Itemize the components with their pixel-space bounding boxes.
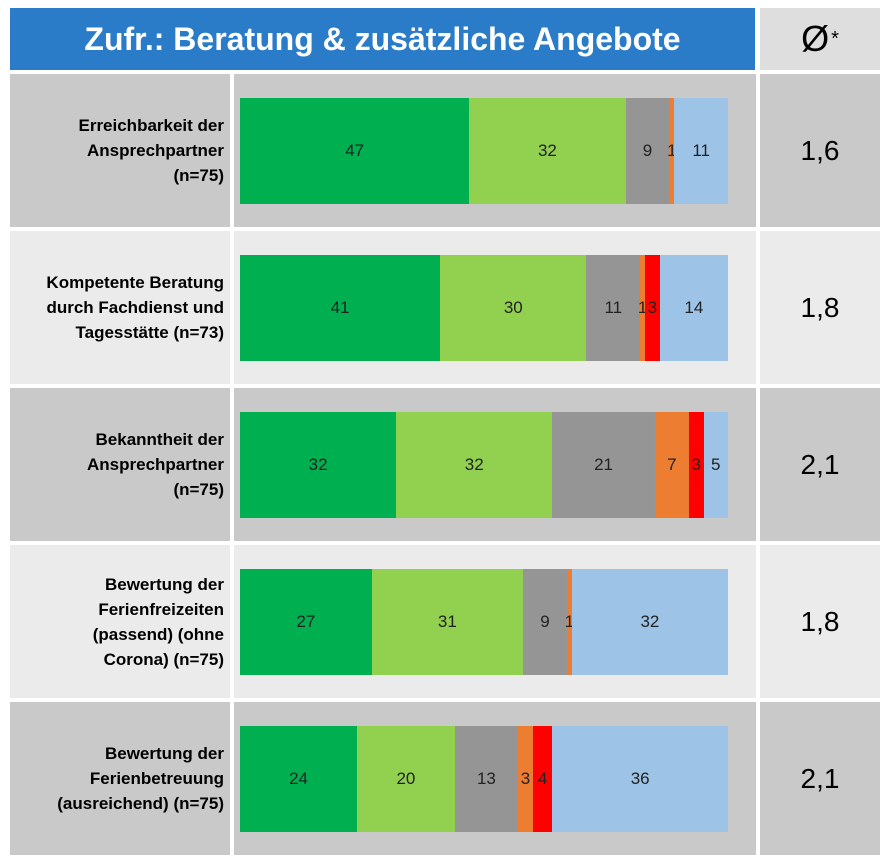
row-label-cell bbox=[10, 388, 230, 541]
bar-segment bbox=[640, 254, 646, 361]
bar-segment bbox=[645, 254, 660, 361]
value-label: 32 bbox=[640, 611, 660, 631]
bar-segment bbox=[552, 725, 728, 832]
row-label-cell bbox=[10, 74, 230, 227]
bar-segment bbox=[371, 568, 524, 675]
row-label: Bewertung der Ferienbetreuung (ausreiche… bbox=[57, 744, 224, 813]
value-label: 41 bbox=[330, 297, 350, 317]
average-cell bbox=[760, 702, 880, 855]
value-label: 13 bbox=[476, 768, 496, 788]
value-label: 1 bbox=[667, 140, 677, 160]
bar-segment bbox=[669, 97, 675, 204]
value-label: 32 bbox=[464, 454, 484, 474]
bar-segment bbox=[240, 254, 441, 361]
bar-segment bbox=[532, 725, 553, 832]
chart-title: Zufr.: Beratung & zusätzliche Angebote bbox=[10, 8, 755, 70]
value-label: 32 bbox=[537, 140, 557, 160]
average-value: 1,8 bbox=[800, 605, 840, 637]
bar-segment bbox=[552, 411, 655, 518]
average-value: 2,1 bbox=[800, 762, 840, 794]
value-label: 4 bbox=[537, 768, 548, 788]
bar-segment bbox=[566, 568, 572, 675]
value-label: 11 bbox=[692, 140, 710, 160]
bar-segment bbox=[454, 725, 519, 832]
average-cell bbox=[760, 231, 880, 384]
bar-segment bbox=[654, 411, 689, 518]
value-label: 3 bbox=[520, 768, 531, 788]
bar-segment bbox=[357, 725, 455, 832]
bar-segment bbox=[518, 725, 533, 832]
value-label: 7 bbox=[667, 454, 677, 474]
value-label: 21 bbox=[594, 454, 613, 474]
value-label: 20 bbox=[396, 768, 416, 788]
average-note: * bbox=[831, 27, 839, 50]
row-label: Kompetente Beratung durch Fachdienst und… bbox=[46, 273, 224, 342]
bar-segment bbox=[240, 568, 372, 675]
value-label: 1 bbox=[564, 611, 575, 631]
value-label: 3 bbox=[647, 297, 658, 317]
value-label: 14 bbox=[684, 297, 704, 317]
value-label: 31 bbox=[437, 611, 457, 631]
bar-segment bbox=[523, 568, 567, 675]
average-cell bbox=[760, 545, 880, 698]
bar-segment bbox=[571, 568, 728, 675]
average-cell bbox=[760, 388, 880, 541]
value-label: 47 bbox=[345, 140, 365, 160]
average-cell bbox=[760, 74, 880, 227]
bar-segment bbox=[240, 725, 358, 832]
value-label: 36 bbox=[630, 768, 650, 788]
bar-segment bbox=[674, 97, 728, 204]
row-label: Bekanntheit der Ansprechpartner (n=75) bbox=[87, 430, 224, 499]
value-label: 24 bbox=[289, 768, 309, 788]
bar-segment bbox=[240, 97, 470, 204]
value-label: 11 bbox=[604, 297, 623, 317]
row-label-cell bbox=[10, 702, 230, 855]
bar-segment bbox=[396, 411, 553, 518]
bar-segment bbox=[469, 97, 626, 204]
average-header: Ø * bbox=[760, 8, 880, 70]
value-label: 9 bbox=[540, 611, 550, 631]
bar-segment bbox=[659, 254, 728, 361]
value-label: 27 bbox=[296, 611, 316, 631]
row-label: Erreichbarkeit der Ansprechpartner (n=75… bbox=[78, 116, 224, 185]
value-label: 3 bbox=[691, 454, 701, 474]
row-label: Bewertung der Ferienfreizeiten (passend)… bbox=[92, 574, 224, 669]
bar-segment bbox=[688, 411, 704, 518]
value-label: 32 bbox=[308, 454, 328, 474]
average-value: 1,6 bbox=[800, 134, 840, 166]
bar-segment bbox=[625, 97, 670, 204]
value-label: 1 bbox=[637, 297, 648, 317]
value-label: 30 bbox=[503, 297, 523, 317]
bar-segment bbox=[586, 254, 641, 361]
bar-segment bbox=[703, 411, 728, 518]
value-label: 5 bbox=[711, 454, 721, 474]
bar-segment bbox=[440, 254, 587, 361]
row-label-cell bbox=[10, 545, 230, 698]
value-label: 9 bbox=[642, 140, 653, 160]
average-symbol: Ø bbox=[801, 18, 830, 59]
average-value: 1,8 bbox=[800, 291, 840, 323]
row-label-cell bbox=[10, 231, 230, 384]
average-value: 2,1 bbox=[800, 448, 840, 480]
bar-segment bbox=[240, 411, 397, 518]
